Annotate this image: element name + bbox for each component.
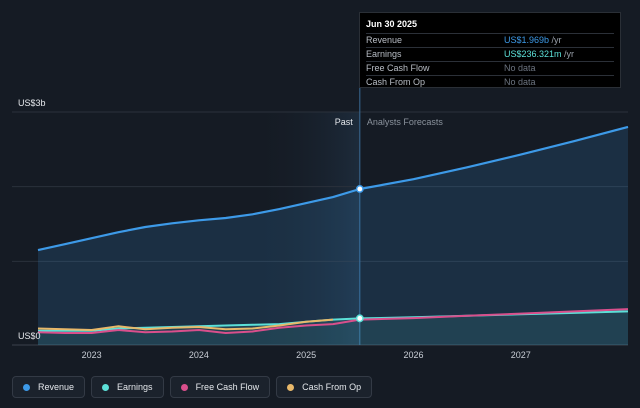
- forecast-label: Analysts Forecasts: [367, 117, 444, 127]
- legend-dot-icon: [287, 383, 295, 391]
- revenue-marker: [355, 185, 364, 193]
- y-axis-top-label: US$3b: [18, 98, 46, 108]
- tooltip-unit: /yr: [561, 49, 575, 59]
- legend-label: Earnings: [117, 382, 153, 392]
- legend-item-revenue[interactable]: Revenue: [12, 376, 86, 398]
- tooltip-label: Earnings: [366, 49, 402, 59]
- tooltip-value: No data: [504, 63, 536, 73]
- tooltip-label: Cash From Op: [366, 77, 426, 87]
- tooltip-row-earnings: Earnings US$236.321m /yr: [366, 47, 614, 61]
- tooltip-label: Revenue: [366, 35, 403, 45]
- legend-dot-icon: [23, 383, 30, 391]
- legend-item-cash-from-op[interactable]: Cash From Op: [276, 376, 373, 398]
- free-cash-flow-line: [37, 308, 629, 334]
- chart-legend: Revenue Earnings Free Cash Flow Cash Fro…: [12, 376, 373, 400]
- tooltip-value: US$1.969b: [504, 35, 550, 45]
- past-region-shade: [252, 112, 360, 345]
- legend-label: Cash From Op: [302, 382, 362, 392]
- x-tick-label: 2027: [511, 350, 531, 360]
- x-tick-label: 2025: [296, 350, 316, 360]
- tooltip-row-cfo: Cash From Op No data: [366, 75, 614, 89]
- earnings-marker: [355, 314, 364, 323]
- tooltip-row-fcf: Free Cash Flow No data: [366, 61, 614, 75]
- tooltip-unit: /yr: [549, 35, 562, 45]
- earnings-area: [38, 311, 628, 345]
- legend-item-free-cash-flow[interactable]: Free Cash Flow: [169, 376, 271, 398]
- x-tick-label: 2024: [189, 350, 209, 360]
- tooltip-value: US$236.321m: [504, 49, 562, 59]
- past-label: Past: [335, 117, 354, 127]
- legend-dot-icon: [180, 383, 188, 391]
- legend-label: Free Cash Flow: [195, 382, 260, 392]
- tooltip-value: No data: [504, 77, 536, 87]
- legend-dot-icon: [102, 383, 110, 391]
- revenue-line: [37, 125, 629, 252]
- tooltip-date: Jun 30 2025: [366, 19, 418, 29]
- cash-from-op-line: [37, 318, 334, 331]
- y-axis-bottom-label: US$0: [18, 331, 41, 341]
- tooltip-row-revenue: Revenue US$1.969b /yr: [366, 33, 614, 47]
- legend-label: Revenue: [38, 382, 75, 392]
- hover-tooltip: Jun 30 2025 Revenue US$1.969b /yr Earnin…: [359, 12, 621, 88]
- legend-item-earnings[interactable]: Earnings: [91, 376, 164, 398]
- x-tick-label: 2023: [82, 350, 102, 360]
- revenue-area: [38, 126, 628, 346]
- tooltip-label: Free Cash Flow: [366, 63, 430, 73]
- x-tick-label: 2026: [403, 350, 423, 360]
